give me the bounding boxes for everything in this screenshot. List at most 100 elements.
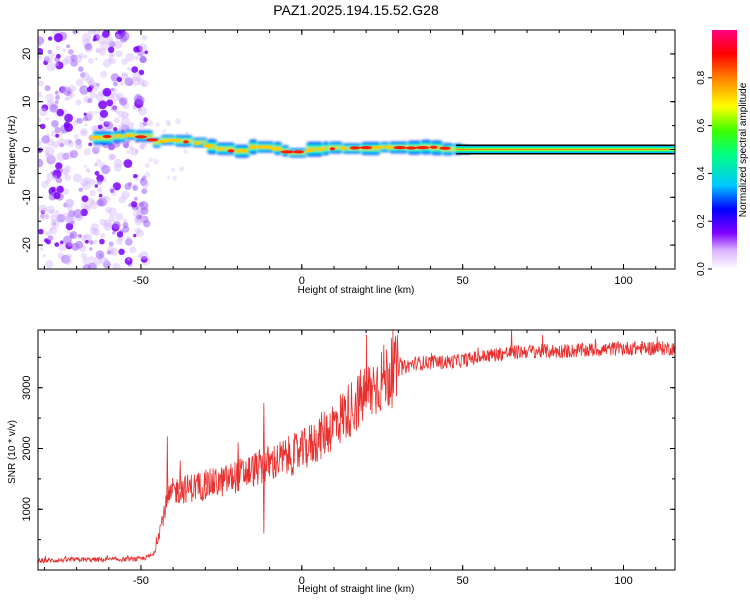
noise-blob — [103, 219, 112, 228]
noise-blob — [137, 254, 142, 259]
noise-blob — [167, 175, 171, 179]
noise-blob — [81, 32, 92, 43]
noise-blob — [104, 257, 109, 262]
noise-blob — [40, 216, 45, 221]
noise-blob — [165, 119, 171, 125]
noise-blob — [179, 166, 185, 172]
spectrogram-ylabel: Frequency (Hz) — [7, 116, 18, 185]
noise-blob — [44, 146, 48, 150]
noise-blob — [48, 153, 54, 160]
y-tick-label: 0 — [21, 146, 33, 152]
noise-blob — [112, 231, 116, 235]
ridge-core — [439, 146, 451, 150]
noise-blob — [81, 131, 85, 135]
noise-blob — [140, 256, 148, 263]
noise-blob — [63, 121, 70, 128]
ridge-core — [135, 135, 147, 139]
noise-blob — [112, 182, 121, 191]
noise-blob — [139, 55, 147, 64]
noise-blob — [135, 214, 145, 224]
x-tick-label: 50 — [457, 575, 469, 587]
noise-blob — [148, 157, 154, 163]
ridge-core — [329, 147, 335, 151]
noise-blob — [55, 45, 61, 51]
noise-blob — [139, 251, 149, 260]
noise-blob — [110, 87, 115, 92]
noise-blob — [144, 171, 151, 178]
noise-blob — [49, 209, 55, 215]
noise-blob — [101, 164, 111, 175]
noise-blob — [183, 149, 188, 154]
noise-blob — [38, 91, 43, 97]
noise-blob — [102, 30, 110, 38]
noise-blob — [62, 212, 70, 221]
noise-blob — [44, 214, 50, 220]
noise-blob — [97, 35, 106, 45]
noise-blob — [56, 152, 66, 162]
noise-blob — [80, 202, 90, 211]
noise-blob — [77, 209, 82, 213]
noise-blob — [78, 52, 84, 59]
noise-blob — [45, 260, 54, 269]
noise-blob — [78, 234, 82, 238]
noise-blob — [128, 122, 135, 129]
snr-xlabel: Height of straight line (km) — [298, 584, 415, 595]
noise-blob — [125, 238, 133, 246]
noise-blob — [95, 49, 99, 53]
noise-blob — [73, 54, 83, 64]
noise-blob — [134, 218, 142, 226]
noise-blob — [134, 227, 141, 234]
noise-blob — [126, 236, 131, 241]
noise-blob — [64, 257, 72, 265]
noise-blob — [66, 230, 71, 234]
ridge-core — [280, 150, 295, 154]
noise-blob — [142, 121, 148, 126]
noise-blob — [76, 234, 81, 238]
noise-blob — [64, 97, 69, 101]
noise-blob — [140, 51, 146, 57]
noise-blob — [103, 121, 110, 127]
noise-blob — [53, 192, 61, 200]
noise-blob — [50, 52, 56, 57]
ridge-band — [456, 144, 675, 155]
noise-blob — [75, 142, 83, 150]
ridge-band-edge — [456, 144, 675, 146]
noise-blob — [61, 254, 71, 264]
noise-blob — [100, 233, 106, 238]
noise-blob — [130, 201, 138, 208]
noise-blob — [89, 247, 93, 251]
noise-blob — [132, 105, 136, 110]
noise-blob — [47, 235, 54, 242]
noise-blob — [62, 167, 70, 175]
noise-blob — [93, 162, 99, 167]
noise-blob — [52, 141, 60, 149]
noise-blob — [44, 238, 49, 243]
noise-blob — [108, 40, 114, 45]
ridge-band-edge — [456, 153, 675, 155]
noise-blob — [40, 215, 44, 219]
noise-blob — [112, 221, 121, 230]
noise-blob — [88, 58, 94, 64]
noise-blob — [86, 86, 93, 93]
ridge-core — [227, 149, 235, 153]
x-tick-label: -50 — [133, 275, 149, 287]
noise-blob — [45, 178, 51, 185]
noise-blob — [38, 158, 44, 168]
noise-blob — [126, 140, 130, 144]
noise-blob — [56, 53, 61, 59]
noise-blob — [70, 92, 75, 98]
noise-blob — [127, 257, 131, 261]
noise-blob — [108, 215, 116, 222]
noise-blob — [55, 61, 64, 70]
noise-blob — [133, 174, 138, 179]
ridge-segment — [328, 141, 343, 154]
noise-blob — [95, 47, 102, 53]
noise-blob — [131, 66, 139, 73]
ridge-core — [116, 134, 121, 138]
noise-blob — [44, 85, 51, 92]
noise-blob — [115, 33, 122, 39]
ridge-core — [183, 140, 189, 144]
snr-axes: -50 0 50 100 1000 2000 3000 — [21, 330, 675, 587]
noise-blob — [140, 143, 146, 149]
ridge-core — [146, 138, 159, 142]
